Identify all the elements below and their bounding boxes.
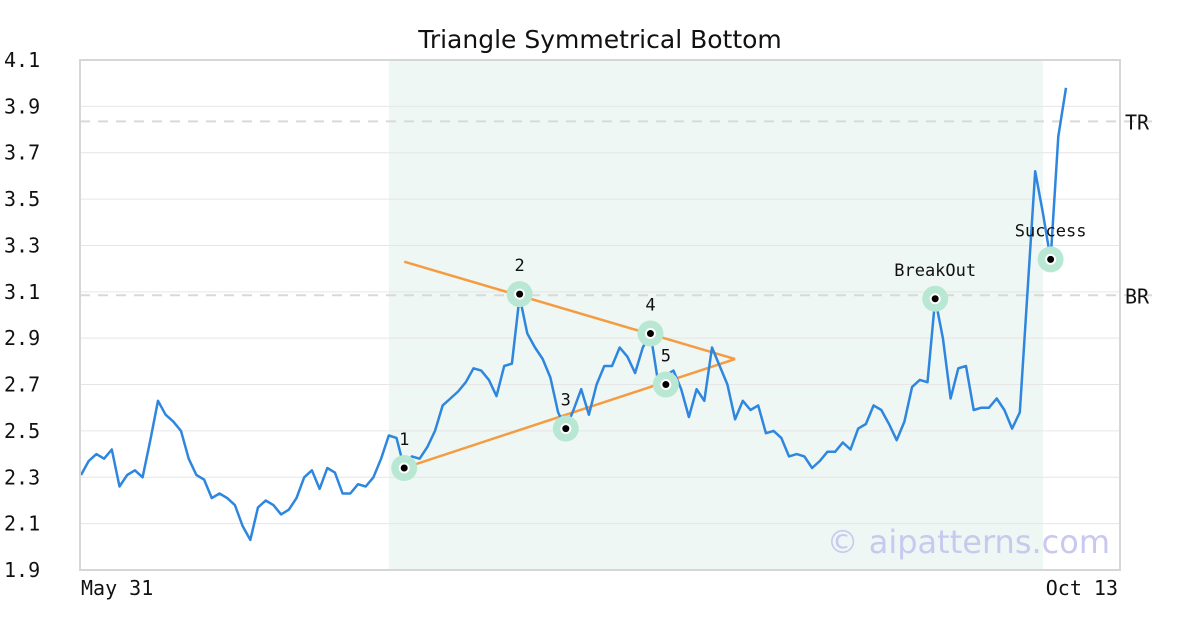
point-label: 5 [661,347,671,367]
point-label: 3 [561,391,571,411]
point-label: BreakOut [894,261,976,281]
y-tick-label: 2.7 [4,373,40,397]
point-label: 2 [515,256,525,276]
plot-frame [79,59,1121,571]
point-dot [562,425,570,433]
trend-line-lower [403,357,736,470]
point-label: 4 [645,296,655,316]
y-tick-label: 3.9 [4,94,40,118]
hline-label-br: BR [1125,284,1150,308]
pattern-region [388,60,1043,570]
point-dot [1047,255,1055,263]
y-tick-label: 3.5 [4,187,40,211]
y-tick-label: 2.5 [4,419,40,443]
point-dot [662,381,670,389]
y-tick-label: 4.1 [4,48,40,72]
point-dot [516,290,524,298]
watermark: © aipatterns.com [827,523,1110,561]
y-tick-label: 3.7 [4,141,40,165]
y-tick-label: 3.1 [4,280,40,304]
point-dot [646,330,654,338]
y-tick-label: 1.9 [4,558,40,582]
point-label: Success [1015,221,1087,241]
y-tick-label: 2.1 [4,512,40,536]
point-label: 1 [399,430,409,450]
point-dot [400,464,408,472]
x-tick-start: May 31 [81,576,153,600]
y-tick-label: 2.9 [4,326,40,350]
price-series-line [79,87,1068,542]
chart-title: Triangle Symmetrical Bottom [417,25,782,54]
trend-line-upper [403,260,736,361]
hline-label-tr: TR [1125,110,1150,134]
y-tick-label: 3.3 [4,233,40,257]
point-dot [931,295,939,303]
x-tick-end: Oct 13 [1046,576,1118,600]
y-tick-label: 2.3 [4,465,40,489]
